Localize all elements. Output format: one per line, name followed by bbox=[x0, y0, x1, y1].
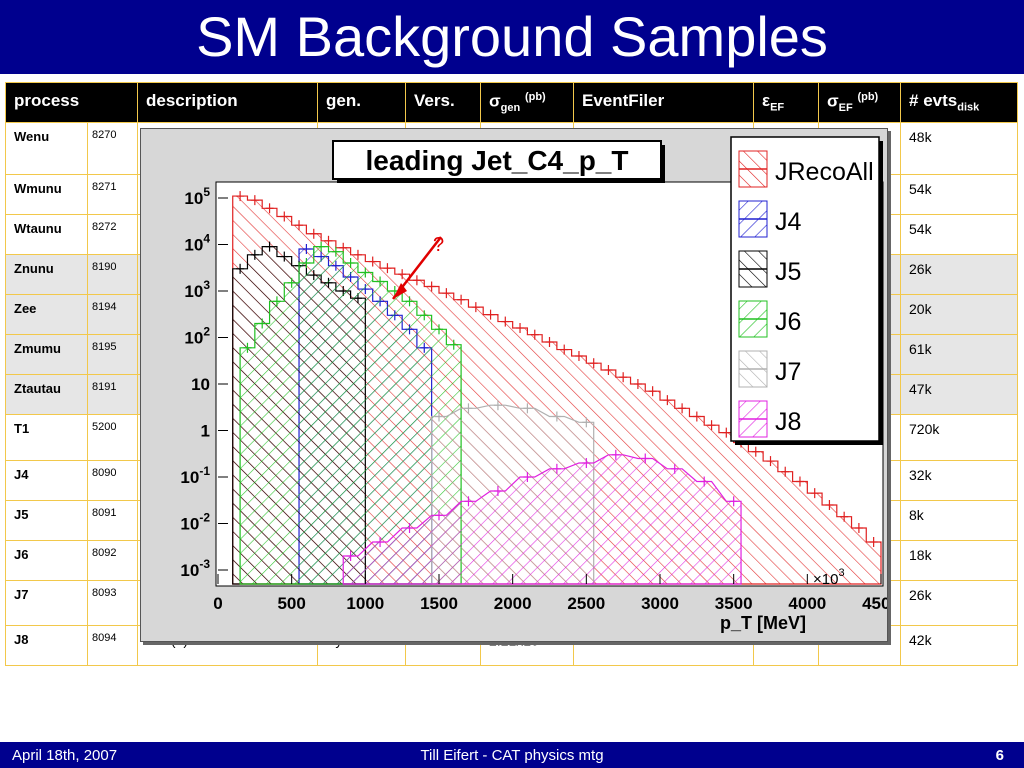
annotation-arrowhead bbox=[393, 283, 407, 299]
process-cell: J8 bbox=[5, 625, 88, 667]
events-cell: 8k bbox=[900, 500, 1019, 542]
dataset-id-cell: 5200 bbox=[86, 414, 139, 462]
header-1: description bbox=[137, 81, 319, 124]
chart-title: leading Jet_C4_p_T bbox=[366, 145, 629, 176]
y-tick-label: 105 bbox=[184, 185, 210, 208]
y-tick-label: 102 bbox=[184, 324, 210, 347]
process-cell: Ztautau bbox=[5, 374, 88, 416]
events-cell: 48k bbox=[900, 122, 1019, 176]
process-cell: J6 bbox=[5, 540, 88, 582]
y-tick-label: 10-2 bbox=[180, 511, 210, 534]
header-0: process bbox=[4, 81, 139, 124]
legend-label-J8: J8 bbox=[775, 408, 801, 436]
legend-label-JRecoAll: JRecoAll bbox=[775, 158, 874, 186]
header-5: EventFiler bbox=[573, 81, 755, 124]
process-cell: J7 bbox=[5, 580, 88, 627]
y-tick-label: 1 bbox=[201, 422, 210, 441]
events-cell: 42k bbox=[900, 625, 1019, 667]
events-cell: 47k bbox=[900, 374, 1019, 416]
process-cell: Wtaunu bbox=[5, 214, 88, 256]
chart-title-shadow-b bbox=[337, 179, 665, 183]
header-3: Vers. bbox=[405, 81, 482, 124]
header-7: σEF (pb) bbox=[818, 81, 902, 124]
process-cell: J4 bbox=[5, 460, 88, 502]
events-cell: 26k bbox=[900, 580, 1019, 627]
dataset-id-cell: 8093 bbox=[86, 580, 139, 627]
dataset-id-cell: 8191 bbox=[86, 374, 139, 416]
footer-presenter: Till Eifert - CAT physics mtg bbox=[420, 747, 604, 764]
table-header-row: process description gen. Vers. σgen (pb) Even… bbox=[4, 81, 1019, 124]
events-cell: 720k bbox=[900, 414, 1019, 462]
events-cell: 20k bbox=[900, 294, 1019, 336]
dataset-id-cell: 8195 bbox=[86, 334, 139, 376]
y-tick-label: 103 bbox=[184, 278, 210, 301]
process-cell: J5 bbox=[5, 500, 88, 542]
series-J8 bbox=[342, 454, 742, 585]
events-cell: 26k bbox=[900, 254, 1019, 296]
histogram-canvas: 105 104 103 102 10 1 10-1 10-2 10-3 0 500 1000 1500 2… bbox=[140, 128, 888, 642]
x-tick-label: 2000 bbox=[494, 594, 532, 613]
legend-box bbox=[730, 136, 880, 442]
events-cell: 32k bbox=[900, 460, 1019, 502]
header-6: εEF bbox=[753, 81, 820, 124]
slide-title: SM Background Samples bbox=[196, 5, 828, 68]
process-cell: Wmunu bbox=[5, 174, 88, 216]
x-tick-label: 2500 bbox=[567, 594, 605, 613]
slide-footer: April 18th, 2007 Till Eifert - CAT physi… bbox=[0, 742, 1024, 768]
dataset-id-cell: 8091 bbox=[86, 500, 139, 542]
dataset-id-cell: 8094 bbox=[86, 625, 139, 667]
legend-label-J4: J4 bbox=[775, 208, 802, 236]
dataset-id-cell: 8271 bbox=[86, 174, 139, 216]
legend-label-J5: J5 bbox=[775, 258, 801, 286]
y-tick-label: 10-3 bbox=[180, 557, 210, 580]
process-cell: Zmumu bbox=[5, 334, 88, 376]
events-cell: 18k bbox=[900, 540, 1019, 582]
header-8: # evtsdisk bbox=[900, 81, 1019, 124]
events-cell: 54k bbox=[900, 214, 1019, 256]
x-tick-label: 3000 bbox=[641, 594, 679, 613]
x-tick-label: 1000 bbox=[346, 594, 384, 613]
dataset-id-cell: 8190 bbox=[86, 254, 139, 296]
annotation-question-mark: ? bbox=[433, 234, 444, 256]
events-cell: 54k bbox=[900, 174, 1019, 216]
process-cell: Wenu bbox=[5, 122, 88, 176]
x-tick-label: 4500 bbox=[862, 594, 887, 613]
x-tick-label: 0 bbox=[213, 594, 222, 613]
chart-title-shadow-r bbox=[661, 145, 665, 183]
x-axis-label: p_T [MeV] bbox=[720, 613, 806, 633]
legend-label-J6: J6 bbox=[775, 308, 801, 336]
footer-date: April 18th, 2007 bbox=[12, 747, 118, 764]
y-tick-label: 10 bbox=[191, 375, 210, 394]
legend-shadow-r bbox=[879, 141, 883, 445]
dataset-id-cell: 8194 bbox=[86, 294, 139, 336]
process-cell: T1 bbox=[5, 414, 88, 462]
events-cell: 61k bbox=[900, 334, 1019, 376]
legend-shadow-b bbox=[735, 441, 883, 445]
x-multiplier: ×103 bbox=[813, 567, 845, 588]
dataset-id-cell: 8092 bbox=[86, 540, 139, 582]
dataset-id-cell: 8272 bbox=[86, 214, 139, 256]
process-cell: Znunu bbox=[5, 254, 88, 296]
title-bar: SM Background Samples bbox=[0, 0, 1024, 74]
x-tick-label: 1500 bbox=[420, 594, 458, 613]
y-tick-label: 104 bbox=[184, 231, 210, 254]
x-tick-label: 4000 bbox=[788, 594, 826, 613]
x-tick-label: 500 bbox=[277, 594, 305, 613]
y-tick-label: 10-1 bbox=[180, 464, 210, 487]
legend-label-J7: J7 bbox=[775, 358, 801, 386]
chart-title-box bbox=[332, 140, 662, 180]
x-tick-label: 3500 bbox=[715, 594, 753, 613]
slide-number: 6 bbox=[995, 747, 1004, 764]
dataset-id-cell: 8090 bbox=[86, 460, 139, 502]
header-2: gen. bbox=[317, 81, 407, 124]
dataset-id-cell: 8270 bbox=[86, 122, 139, 176]
header-4: σgen (pb) bbox=[480, 81, 575, 124]
process-cell: Zee bbox=[5, 294, 88, 336]
